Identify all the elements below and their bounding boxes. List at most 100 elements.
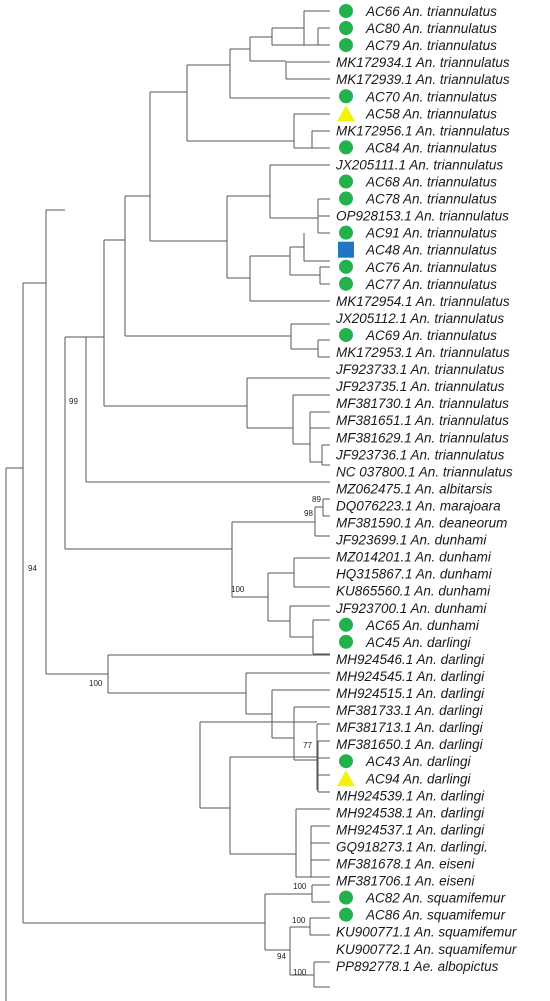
leaf: MF381590.1 An. deaneorum bbox=[336, 516, 507, 531]
leaf-label: JF923699.1 An. dunhami bbox=[335, 533, 487, 548]
leaf: MK172956.1 An. triannulatus bbox=[336, 123, 510, 138]
green-circle-marker-icon bbox=[339, 907, 353, 922]
leaf: MF381713.1 An. darlingi bbox=[336, 720, 484, 735]
green-circle-marker-icon bbox=[339, 174, 353, 189]
leaf: AC45 An. darlingi bbox=[339, 634, 472, 650]
leaf-label: AC45 An. darlingi bbox=[365, 635, 472, 650]
leaf-label: AC79 An. triannulatus bbox=[365, 38, 497, 53]
leaf: AC80 An. triannulatus bbox=[339, 21, 497, 36]
green-circle-marker-icon bbox=[339, 38, 353, 53]
leaf: MF381733.1 An. darlingi bbox=[336, 703, 484, 718]
leaf: AC43 An. darlingi bbox=[339, 754, 472, 769]
support-value: 98 bbox=[304, 509, 313, 518]
leaf: MF381730.1 An. triannulatus bbox=[336, 396, 509, 411]
leaf-label: AC69 An. triannulatus bbox=[365, 328, 497, 343]
leaf-label: AC58 An. triannulatus bbox=[365, 106, 497, 121]
leaf-label: MF381730.1 An. triannulatus bbox=[336, 396, 509, 411]
leaf-label: MK172953.1 An. triannulatus bbox=[336, 345, 510, 360]
green-circle-marker-icon bbox=[339, 21, 353, 36]
leaf-label: PP892778.1 Ae. albopictus bbox=[336, 959, 499, 974]
leaf: AC68 An. triannulatus bbox=[339, 174, 497, 190]
leaf: AC86 An. squamifemur bbox=[339, 907, 506, 923]
leaf-label: AC84 An. triannulatus bbox=[365, 140, 497, 155]
leaf: JF923736.1 An. triannulatus bbox=[335, 447, 505, 462]
leaf: MF381651.1 An. triannulatus bbox=[336, 413, 509, 428]
leaf: JF923700.1 An. dunhami bbox=[335, 601, 487, 616]
leaf: AC66 An. triannulatus bbox=[339, 4, 497, 19]
leaf: AC58 An. triannulatus bbox=[337, 105, 497, 122]
leaf: MK172953.1 An. triannulatus bbox=[336, 345, 510, 360]
leaf: KU900772.1 An. squamifemur bbox=[336, 942, 517, 957]
green-circle-marker-icon bbox=[339, 89, 353, 104]
leaf-label: KU865560.1 An. dunhami bbox=[336, 584, 491, 599]
leaf-label: JX205111.1 An. triannulatus bbox=[335, 157, 503, 172]
leaf-label: AC48 An. triannulatus bbox=[365, 243, 497, 258]
leaf: MZ014201.1 An. dunhami bbox=[336, 550, 492, 565]
leaf: JF923699.1 An. dunhami bbox=[335, 533, 487, 548]
leaf-label: MF381590.1 An. deaneorum bbox=[336, 516, 507, 531]
green-circle-marker-icon bbox=[339, 276, 353, 291]
green-circle-marker-icon bbox=[339, 4, 353, 18]
leaf: AC70 An. triannulatus bbox=[339, 89, 497, 104]
leaf-label: AC68 An. triannulatus bbox=[365, 175, 497, 190]
leaf: AC82 An. squamifemur bbox=[339, 890, 506, 906]
leaf: JX205111.1 An. triannulatus bbox=[335, 157, 503, 172]
leaf: MH924537.1 An. darlingi bbox=[336, 822, 485, 837]
leaf-label: JF923735.1 An. triannulatus bbox=[335, 379, 505, 394]
support-values: 99 94 89 98 100 100 77 100 100 94 100 bbox=[28, 397, 321, 977]
green-circle-marker-icon bbox=[339, 634, 353, 649]
leaf-label: MK172939.1 An. triannulatus bbox=[336, 72, 510, 87]
tree-branches bbox=[5, 10, 330, 1001]
leaf-label: AC80 An. triannulatus bbox=[365, 21, 497, 36]
leaf-label: MF381713.1 An. darlingi bbox=[336, 720, 484, 735]
leaf-label: AC76 An. triannulatus bbox=[365, 260, 497, 275]
support-value: 94 bbox=[277, 952, 286, 961]
leaf: OP928153.1 An. triannulatus bbox=[336, 209, 509, 224]
green-circle-marker-icon bbox=[339, 890, 353, 905]
leaf: KU865560.1 An. dunhami bbox=[336, 584, 491, 599]
leaf: AC91 An. triannulatus bbox=[339, 225, 497, 241]
leaf-list: AC66 An. triannulatus AC80 An. triannulat… bbox=[335, 4, 517, 974]
green-circle-marker-icon bbox=[339, 225, 353, 240]
leaf: NC 037800.1 An. triannulatus bbox=[336, 464, 513, 479]
leaf: AC77 An. triannulatus bbox=[339, 276, 497, 292]
leaf-label: JF923700.1 An. dunhami bbox=[335, 601, 487, 616]
blue-square-marker-icon bbox=[338, 241, 354, 258]
leaf-label: MH924515.1 An. darlingi bbox=[336, 686, 485, 701]
leaf-label: AC43 An. darlingi bbox=[365, 754, 472, 769]
leaf: AC79 An. triannulatus bbox=[339, 38, 497, 53]
leaf-label: MF381706.1 An. eiseni bbox=[336, 874, 475, 889]
leaf-label: OP928153.1 An. triannulatus bbox=[336, 209, 509, 224]
leaf: HQ315867.1 An. dunhami bbox=[336, 567, 493, 582]
support-value: 89 bbox=[312, 495, 321, 504]
leaf-label: AC66 An. triannulatus bbox=[365, 4, 497, 19]
leaf: JX205112.1 An. triannulatus bbox=[335, 311, 504, 326]
leaf: KU900771.1 An. squamifemur bbox=[336, 925, 517, 940]
support-value: 100 bbox=[293, 882, 307, 891]
leaf-label: MK172954.1 An. triannulatus bbox=[336, 294, 510, 309]
green-circle-marker-icon bbox=[339, 754, 353, 769]
support-value: 100 bbox=[89, 679, 103, 688]
leaf-label: AC78 An. triannulatus bbox=[365, 192, 497, 207]
leaf: AC69 An. triannulatus bbox=[339, 327, 497, 343]
leaf-label: MF381650.1 An. darlingi bbox=[336, 737, 484, 752]
leaf: JF923735.1 An. triannulatus bbox=[335, 379, 505, 394]
green-circle-marker-icon bbox=[339, 327, 353, 342]
leaf: AC84 An. triannulatus bbox=[339, 140, 497, 155]
leaf-label: MF381629.1 An. triannulatus bbox=[336, 430, 509, 445]
leaf: AC76 An. triannulatus bbox=[339, 259, 497, 275]
leaf: MH924546.1 An. darlingi bbox=[336, 652, 485, 667]
leaf: MH924539.1 An. darlingi bbox=[336, 788, 485, 803]
leaf-label: MH924545.1 An. darlingi bbox=[336, 669, 485, 684]
leaf-label: MF381678.1 An. eiseni bbox=[336, 857, 475, 872]
green-circle-marker-icon bbox=[339, 617, 353, 632]
support-value: 77 bbox=[303, 741, 312, 750]
leaf-label: GQ918273.1 An. darlingi. bbox=[336, 839, 488, 854]
leaf-label: AC70 An. triannulatus bbox=[365, 89, 497, 104]
leaf-label: MH924538.1 An. darlingi bbox=[336, 805, 485, 820]
leaf-label: MZ062475.1 An. albitarsis bbox=[336, 481, 493, 496]
leaf-label: AC65 An. dunhami bbox=[365, 618, 480, 633]
leaf-label: MH924537.1 An. darlingi bbox=[336, 822, 485, 837]
leaf-label: MF381733.1 An. darlingi bbox=[336, 703, 484, 718]
leaf-label: KU900772.1 An. squamifemur bbox=[336, 942, 517, 957]
